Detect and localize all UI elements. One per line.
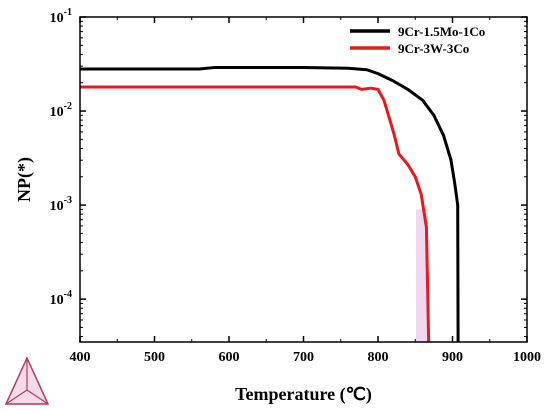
y-tick-label: 10-1 [50, 7, 72, 26]
x-tick-label: 1000 [513, 350, 541, 365]
y-tick-label: 10-4 [50, 289, 72, 308]
x-tick-label: 500 [144, 350, 165, 365]
legend-label: 9Cr-1.5Mo-1Co [398, 24, 485, 39]
legend: 9Cr-1.5Mo-1Co 9Cr-3W-3Co [350, 24, 485, 56]
x-axis-title: Temperature (℃) [235, 384, 372, 405]
y-axis-title: NP(*) [14, 157, 35, 202]
plot-frame [79, 16, 528, 343]
y-tick-label: 10-2 [50, 101, 72, 120]
series-line-2 [80, 85, 431, 343]
x-tick-label: 900 [442, 350, 463, 365]
highlight-band [415, 209, 428, 342]
y-tick-label: 10-3 [50, 195, 72, 214]
series-line-1 [80, 66, 460, 343]
x-tick-label: 700 [293, 350, 314, 365]
x-tick-label: 400 [70, 350, 91, 365]
x-tick-label: 800 [368, 350, 389, 365]
triangle-logo-icon [4, 356, 50, 405]
x-tick-label: 600 [219, 350, 240, 365]
legend-label: 9Cr-3W-3Co [398, 41, 469, 56]
